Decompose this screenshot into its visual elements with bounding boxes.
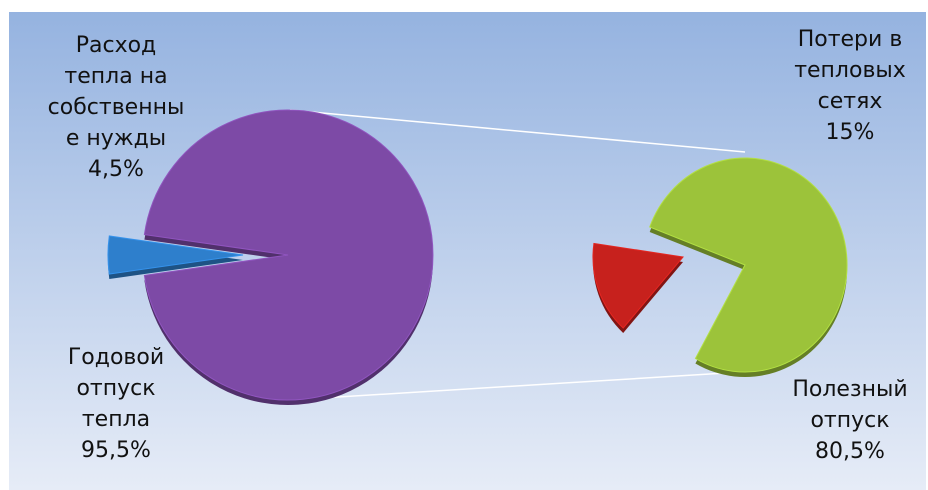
connector-line-bottom — [289, 371, 743, 401]
slice-annual-supply — [143, 109, 434, 405]
slice-annual-supply-face — [143, 109, 434, 401]
slice-useful-supply — [649, 157, 848, 378]
slice-network-losses — [592, 242, 684, 333]
label-own-needs: Расход тепла на собственны е нужды 4,5% — [47, 33, 185, 182]
slice-network-losses-face — [592, 242, 684, 329]
label-useful-supply: Полезный отпуск 80,5% — [792, 377, 908, 464]
slice-useful-supply-face — [649, 157, 848, 373]
slice-own-needs — [107, 235, 244, 279]
label-annual-supply: Годовой отпуск тепла 95,5% — [67, 345, 165, 463]
slice-own-needs-face — [107, 235, 244, 275]
connector-line-top — [289, 109, 746, 153]
label-network-losses: Потери в тепловых сетях 15% — [794, 27, 906, 145]
